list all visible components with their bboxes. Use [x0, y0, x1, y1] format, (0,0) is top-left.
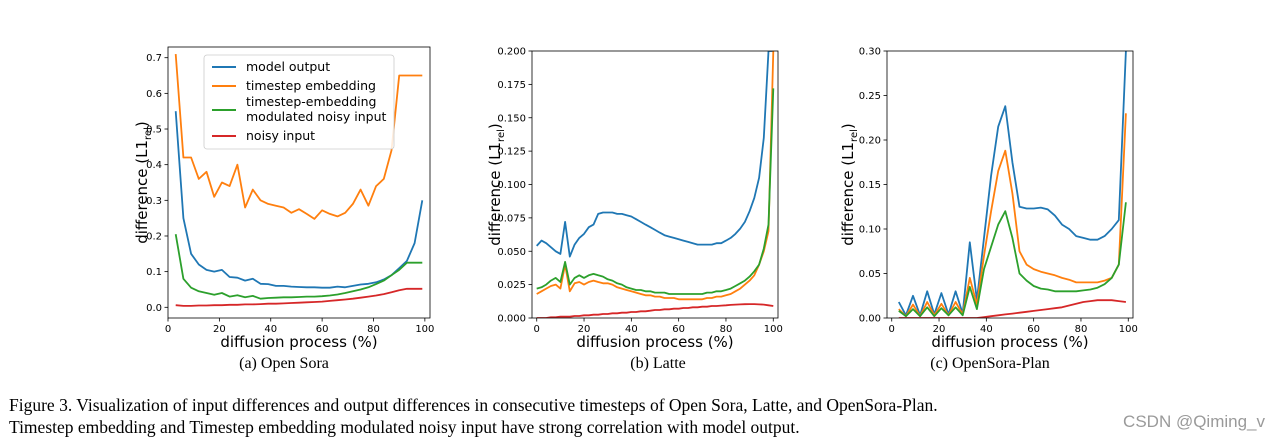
axes-frame: [886, 50, 1134, 319]
series-line-noisy-input: [175, 287, 423, 307]
x-tick-label: 80: [1075, 324, 1088, 335]
y-tick-label: 0.125: [497, 147, 526, 158]
y-tick-label: 0.000: [497, 314, 526, 325]
series-group: [536, 51, 775, 318]
series-line-modulated-input: [536, 88, 775, 295]
chart-opensora-plan: 0 20 40 60 80 100 0.00 0.05 0.10 0.15 0.20 0.25 0.30…: [839, 47, 1138, 352]
y-tick-label: 0.5: [146, 125, 162, 136]
caption-line-2: Timestep embedding and Timestep embeddin…: [9, 417, 800, 437]
y-tick-label: 0.100: [497, 180, 526, 191]
x-tick-label: 60: [1027, 324, 1040, 335]
series-line-model-output: [536, 51, 774, 258]
x-tick-label: 100: [1119, 324, 1138, 335]
series-line-modulated-input: [898, 202, 1127, 318]
y-tick-label: 0.3: [146, 196, 162, 207]
y-tick-label: 0.2: [146, 231, 162, 242]
y-tick-label: 0.7: [146, 53, 162, 64]
series-line-model-output: [174, 111, 424, 289]
series-group: [174, 54, 424, 307]
x-tick-label: 20: [213, 324, 226, 335]
subcaption-latte: (b) Latte: [630, 355, 686, 372]
y-tick-label: 0.30: [859, 47, 881, 58]
y-tick-label: 0.025: [497, 280, 526, 291]
y-tick-label: 0.6: [146, 89, 162, 100]
y-tick-label: 0.15: [859, 180, 881, 191]
y-axis-label: difference (L1rel): [133, 121, 154, 244]
series-group: [898, 51, 1127, 318]
x-tick-label: 0: [889, 324, 895, 335]
y-tick-label: 0.175: [497, 80, 526, 91]
series-line-model-output: [898, 51, 1127, 317]
y-tick-label: 0.4: [146, 160, 162, 171]
subcaption-open-sora: (a) Open Sora: [239, 355, 329, 372]
series-line-timestep-embedding: [536, 51, 775, 301]
x-tick-label: 0: [534, 324, 540, 335]
series-line-noisy-input: [536, 303, 774, 318]
legend-box: [203, 54, 395, 150]
x-tick-label: 60: [672, 324, 685, 335]
legend: model output timestep embeddingtimestep-e…: [203, 54, 395, 150]
legend-label: model output: [246, 59, 330, 74]
y-tick-label: 0.200: [497, 47, 526, 58]
legend-label: timestep embedding: [246, 78, 376, 93]
y-tick-label: 0.075: [497, 213, 526, 224]
y-tick-label: 0.20: [859, 136, 881, 147]
legend-label: timestep-embedding: [246, 94, 376, 109]
y-axis-label: difference (L1rel): [839, 123, 860, 246]
y-tick-label: 0.050: [497, 247, 526, 258]
legend-label: noisy input: [246, 128, 315, 143]
figure-caption: Figure 3. Visualization of input differe…: [9, 394, 1271, 438]
x-tick-label: 40: [980, 324, 993, 335]
x-tick-label: 80: [720, 324, 733, 335]
axes-frame: [167, 46, 431, 319]
y-tick-label: 0.25: [859, 91, 881, 102]
chart-open-sora: 0 20 40 60 80 100 0.0 0.1 0.2 0.3 0.4 0.5 0.6 0.7 diff…: [133, 46, 434, 351]
x-tick-label: 100: [415, 324, 434, 335]
x-axis-label: diffusion process (%): [931, 333, 1088, 351]
caption-line-1: Figure 3. Visualization of input differe…: [9, 395, 938, 415]
x-tick-label: 100: [764, 324, 783, 335]
y-axis-label: difference (L1rel): [486, 123, 507, 246]
watermark: CSDN @Qiming_v: [1123, 412, 1265, 431]
x-tick-label: 20: [933, 324, 946, 335]
y-tick-label: 0.05: [859, 269, 881, 280]
legend-label-line2: modulated noisy input: [246, 109, 386, 124]
chart-latte: 0 20 40 60 80 100 0.000 0.025 0.050 0.075 0.100 0.1…: [486, 47, 783, 352]
y-tick-label: 0.10: [859, 225, 881, 236]
x-axis-label: diffusion process (%): [576, 333, 733, 351]
x-tick-label: 20: [578, 324, 591, 335]
series-line-noisy-input: [898, 299, 1127, 318]
x-axis-label: diffusion process (%): [220, 333, 377, 351]
series-line-modulated-input: [174, 234, 423, 300]
x-tick-label: 0: [165, 324, 171, 335]
series-line-timestep-embedding: [898, 113, 1127, 318]
y-tick-label: 0.0: [146, 303, 162, 314]
x-tick-label: 40: [264, 324, 277, 335]
x-tick-label: 80: [367, 324, 380, 335]
series-line-timestep-embedding: [174, 54, 423, 220]
y-tick-label: 0.1: [146, 267, 162, 278]
subcaption-opensora-plan: (c) OpenSora-Plan: [930, 355, 1050, 372]
y-tick-label: 0.00: [859, 314, 881, 325]
x-tick-label: 60: [316, 324, 329, 335]
x-tick-label: 40: [625, 324, 638, 335]
y-tick-label: 0.150: [497, 113, 526, 124]
